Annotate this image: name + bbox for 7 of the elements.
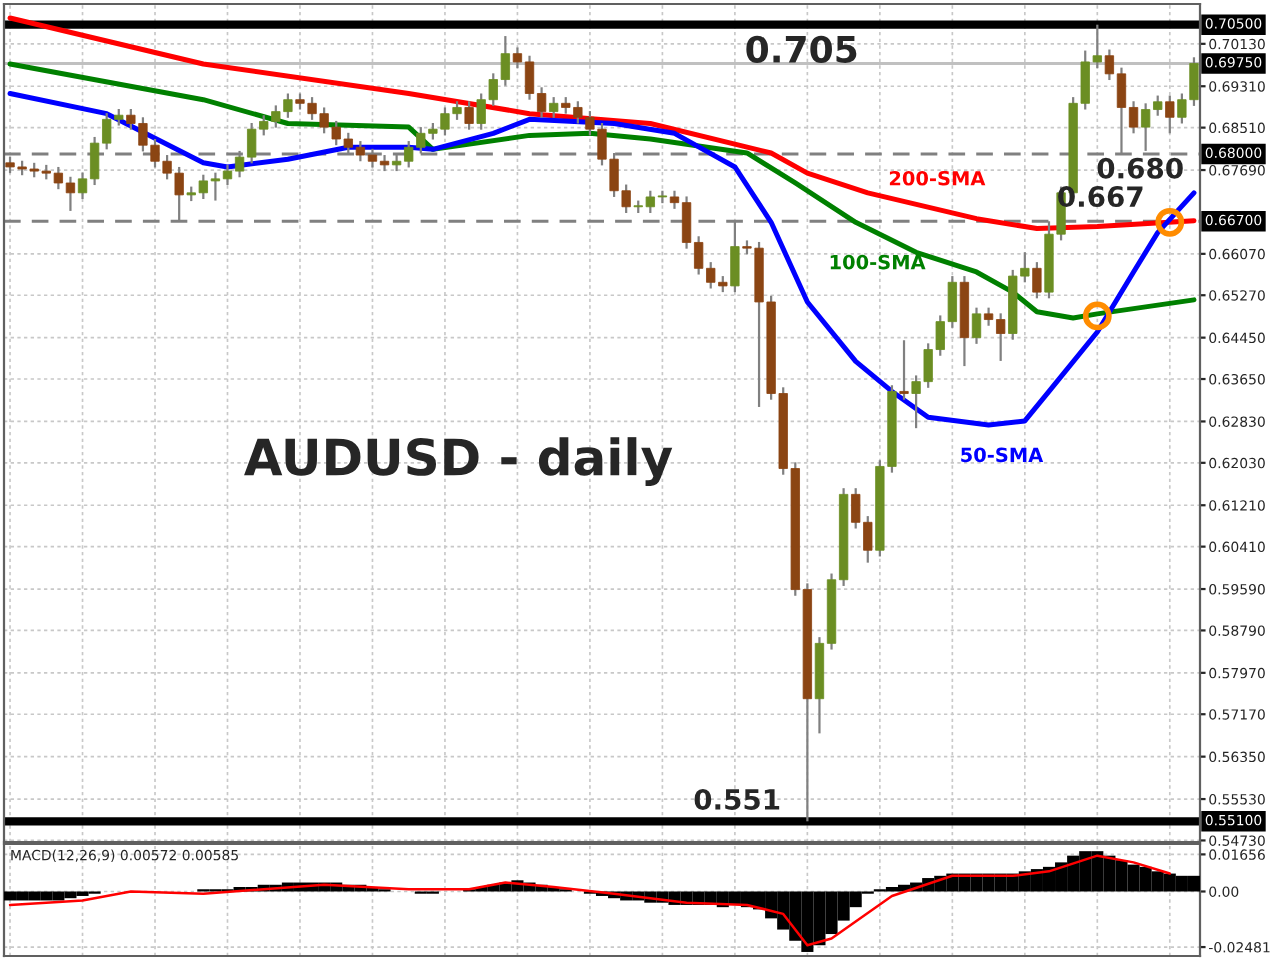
series-label: 200-SMA [889, 170, 986, 186]
series-label: 100-SMA [830, 254, 926, 270]
annotation: 0.680 [1097, 157, 1183, 179]
annotation: 0.705 [746, 35, 857, 63]
annotation: AUDUSD - daily [244, 437, 673, 486]
annotation: 0.551 [694, 788, 780, 810]
series-label: 50-SMA [961, 447, 1044, 463]
